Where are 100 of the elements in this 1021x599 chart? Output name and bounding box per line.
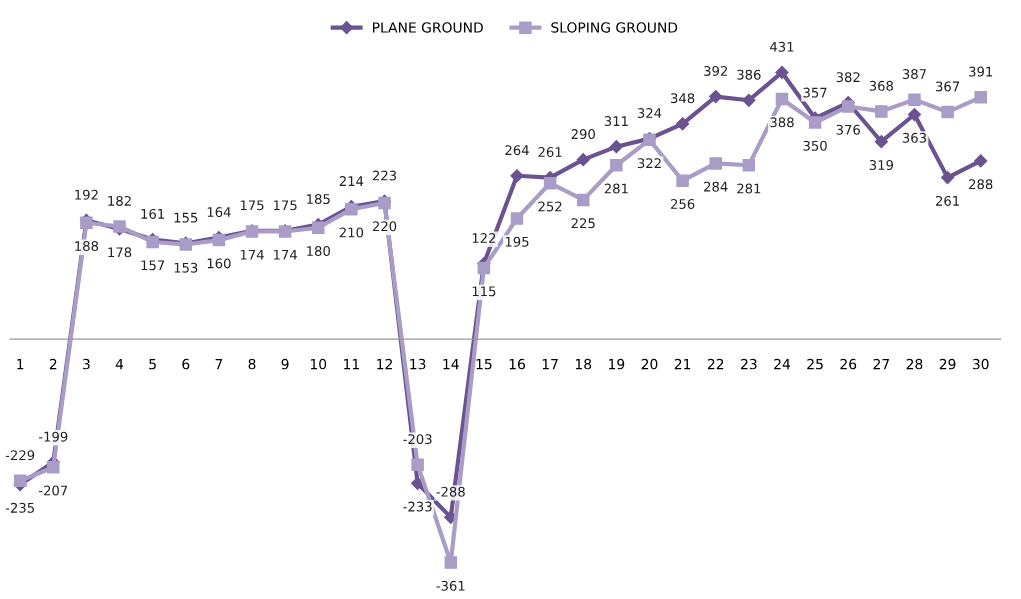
point — [709, 89, 723, 104]
data-label: 220 — [372, 221, 397, 232]
data-label: 225 — [571, 218, 595, 229]
point — [875, 105, 888, 118]
x-tick-label: 28 — [906, 358, 923, 370]
data-label: 368 — [869, 80, 894, 91]
data-label: 311 — [604, 116, 628, 127]
x-tick-label: 18 — [575, 358, 592, 370]
point — [610, 158, 623, 172]
data-label: 188 — [75, 241, 99, 252]
data-label: 348 — [671, 93, 695, 104]
data-label: 175 — [240, 200, 264, 211]
x-tick-label: 23 — [741, 358, 757, 370]
x-tick-label: 26 — [840, 358, 857, 370]
x-tick-label: 3 — [83, 358, 90, 370]
point — [775, 65, 789, 80]
x-tick-label: 16 — [509, 358, 525, 370]
x-tick-label: 29 — [939, 358, 956, 370]
data-label: 391 — [969, 66, 993, 77]
point — [510, 212, 524, 225]
x-tick-label: 13 — [410, 358, 426, 370]
x-tick-label: 10 — [310, 358, 327, 370]
x-tick-label: 14 — [443, 359, 459, 370]
point — [808, 116, 822, 129]
data-label: 252 — [538, 201, 562, 212]
data-label: 256 — [670, 199, 695, 209]
point — [510, 169, 524, 183]
data-label: 319 — [869, 160, 893, 170]
data-label: 115 — [472, 286, 496, 297]
point — [47, 460, 60, 474]
x-tick-label: 11 — [344, 359, 359, 370]
data-label: 264 — [505, 145, 529, 156]
point — [940, 171, 955, 185]
data-label: 357 — [803, 87, 827, 98]
data-label: 281 — [737, 183, 761, 194]
data-label: 363 — [902, 132, 926, 143]
x-tick-label: 7 — [215, 359, 223, 370]
point — [609, 140, 623, 154]
x-tick-label: 17 — [542, 359, 558, 370]
data-label: 192 — [75, 189, 98, 200]
point — [742, 93, 756, 107]
point — [444, 556, 457, 569]
data-label: 387 — [902, 69, 926, 80]
x-tick-label: 1 — [17, 359, 24, 370]
data-label: 281 — [604, 183, 628, 194]
data-label: -207 — [38, 485, 68, 496]
data-label: -361 — [436, 580, 465, 591]
data-label: 161 — [141, 208, 165, 219]
data-label: -229 — [5, 450, 35, 461]
point — [543, 176, 557, 190]
point — [676, 117, 690, 131]
legend-label: PLANE GROUND — [373, 22, 483, 33]
point — [941, 105, 954, 119]
point — [874, 135, 888, 149]
data-label: -203 — [403, 434, 432, 445]
data-label: 195 — [505, 236, 529, 247]
point — [974, 154, 988, 168]
data-label: 431 — [770, 41, 794, 52]
x-tick-label: 4 — [115, 359, 124, 370]
x-tick-label: 25 — [807, 358, 823, 370]
data-label: 382 — [836, 72, 860, 83]
data-label: 214 — [339, 176, 364, 186]
data-label: 284 — [704, 181, 728, 192]
data-label: 392 — [704, 65, 727, 76]
point — [742, 158, 756, 172]
x-tick-label: 8 — [248, 358, 256, 370]
point — [907, 107, 922, 122]
x-tick-label: 27 — [873, 358, 889, 370]
x-tick-label: 5 — [149, 359, 156, 370]
data-label: 175 — [273, 200, 297, 211]
point — [676, 174, 689, 187]
data-label: 290 — [571, 129, 595, 140]
point — [576, 193, 590, 207]
data-label: 210 — [339, 227, 364, 238]
x-tick-label: 21 — [674, 358, 691, 370]
point — [841, 100, 855, 113]
data-label: -233 — [403, 501, 432, 512]
data-label: 174 — [240, 249, 264, 260]
data-label: 164 — [207, 207, 231, 218]
x-tick-label: 30 — [972, 358, 989, 370]
data-label: 261 — [538, 147, 562, 158]
point — [775, 92, 789, 106]
point — [974, 90, 987, 104]
data-label: 157 — [141, 260, 165, 271]
data-label: 322 — [637, 158, 661, 169]
point — [576, 153, 590, 167]
data-label: -199 — [38, 431, 68, 442]
legend-label: SLOPING GROUND — [551, 22, 678, 33]
point — [709, 157, 722, 170]
x-tick-label: 19 — [609, 358, 625, 370]
data-label: 185 — [307, 194, 330, 205]
point — [908, 93, 921, 106]
x-tick-label: 12 — [377, 358, 392, 370]
data-label: 367 — [936, 81, 960, 92]
data-label: -288 — [436, 486, 465, 497]
data-label: 180 — [307, 246, 330, 257]
x-tick-label: 24 — [774, 358, 791, 370]
data-label: 155 — [174, 212, 198, 223]
data-label: 324 — [637, 108, 662, 119]
data-label: 178 — [108, 247, 132, 258]
